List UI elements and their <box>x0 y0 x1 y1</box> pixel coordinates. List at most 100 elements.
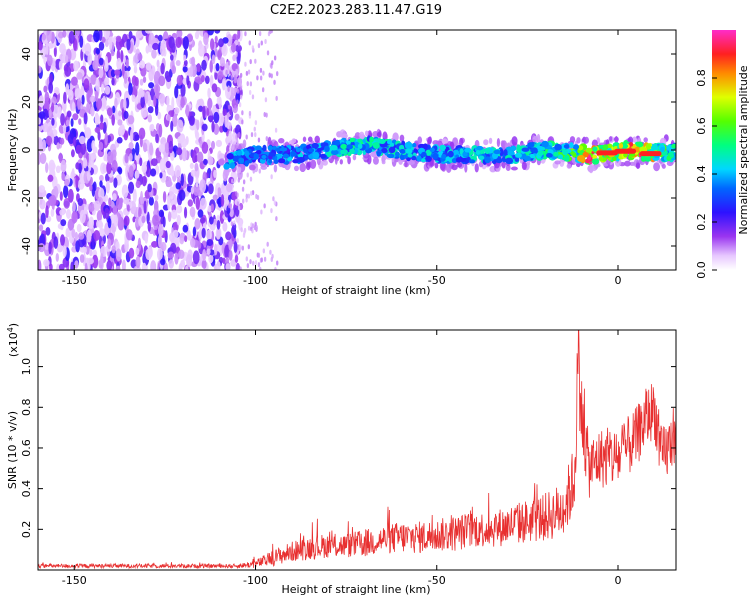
noise-blob <box>74 231 79 242</box>
noise-blob <box>78 232 85 240</box>
noise-blob <box>264 97 268 103</box>
noise-blob <box>116 137 123 144</box>
y-tick-label: 1.0 <box>20 358 33 376</box>
noise-blob <box>210 203 214 212</box>
signal-halo <box>260 165 268 170</box>
signal-halo <box>339 129 346 139</box>
noise-blob <box>62 184 69 199</box>
noise-blob <box>174 252 179 265</box>
y-tick-label: 0.4 <box>20 480 33 498</box>
signal-blob <box>563 154 570 162</box>
noise-blob <box>235 52 238 58</box>
noise-blob <box>227 60 231 66</box>
signal-halo <box>434 162 439 169</box>
noise-blob <box>257 43 261 49</box>
noise-blob <box>167 251 175 259</box>
noise-blob <box>100 114 104 123</box>
noise-blob <box>123 110 129 120</box>
signal-blob <box>635 141 644 148</box>
noise-blob <box>48 159 56 174</box>
signal-halo <box>309 159 317 170</box>
signal-halo <box>554 160 561 165</box>
signal-blob <box>312 151 320 159</box>
noise-blob <box>242 232 246 238</box>
signal-blob <box>514 157 520 162</box>
noise-blob <box>230 75 234 81</box>
noise-blob <box>58 60 63 70</box>
signal-blob <box>425 155 432 162</box>
noise-blob <box>118 110 122 117</box>
noise-blob <box>104 207 110 220</box>
noise-blob <box>170 150 175 161</box>
noise-blob <box>53 236 59 249</box>
noise-blob <box>228 238 233 251</box>
noise-blob <box>226 182 233 193</box>
noise-blob <box>171 97 175 111</box>
x-tick-label: -50 <box>428 574 446 587</box>
noise-blob <box>157 34 163 42</box>
noise-blob <box>237 177 241 183</box>
noise-blob <box>251 45 255 51</box>
noise-blob <box>209 216 214 225</box>
noise-blob <box>165 160 171 169</box>
noise-blob <box>152 42 159 51</box>
signal-blob <box>476 145 484 151</box>
spectrogram-x-label: Height of straight line (km) <box>281 284 430 297</box>
noise-blob <box>241 245 245 251</box>
noise-blob <box>123 97 127 111</box>
noise-blob <box>254 260 258 266</box>
signal-halo <box>624 160 631 167</box>
noise-blob <box>94 90 99 102</box>
noise-blob <box>53 135 59 146</box>
noise-blob <box>162 191 167 203</box>
noise-blob <box>232 88 235 94</box>
noise-blob <box>236 238 239 244</box>
noise-blob <box>249 81 253 87</box>
noise-blob <box>46 30 53 42</box>
signal-blob <box>478 155 485 161</box>
signal-halo <box>267 136 272 145</box>
noise-blob <box>139 90 145 98</box>
noise-blob <box>203 32 209 46</box>
noise-blob <box>214 35 218 43</box>
noise-blob <box>92 181 97 192</box>
noise-blob <box>87 52 93 66</box>
noise-blob <box>145 62 152 71</box>
noise-blob <box>256 75 259 81</box>
noise-blob <box>92 59 99 71</box>
noise-blob <box>48 241 52 255</box>
signal-blob <box>671 143 676 149</box>
noise-blob <box>214 70 218 81</box>
noise-blob <box>106 260 113 270</box>
noise-blob <box>270 174 273 180</box>
noise-blob <box>233 220 236 226</box>
noise-blob <box>107 217 112 229</box>
noise-blob <box>249 259 252 265</box>
noise-blob <box>196 119 200 131</box>
noise-blob <box>236 88 240 94</box>
noise-blob <box>107 238 112 250</box>
noise-blob <box>207 97 213 110</box>
noise-blob <box>159 42 166 57</box>
snr-y-label: SNR (10 * v/v) <box>6 411 19 489</box>
noise-blob <box>114 97 118 109</box>
noise-blob <box>148 196 154 206</box>
signal-blob <box>618 143 624 149</box>
noise-blob <box>236 201 240 207</box>
noise-blob <box>70 118 74 127</box>
noise-blob <box>182 224 189 233</box>
signal-blob <box>307 148 315 153</box>
noise-blob <box>99 174 104 182</box>
signal-blob <box>399 153 404 161</box>
noise-blob <box>143 200 147 214</box>
noise-blob <box>271 60 274 66</box>
signal-blob <box>253 152 259 160</box>
noise-blob <box>83 246 87 254</box>
signal-halo <box>511 136 518 146</box>
noise-blob <box>113 214 119 228</box>
noise-blob <box>259 67 263 73</box>
signal-blob <box>572 144 580 150</box>
noise-blob <box>73 60 79 72</box>
signal-halo <box>661 163 666 169</box>
noise-blob <box>40 212 46 225</box>
